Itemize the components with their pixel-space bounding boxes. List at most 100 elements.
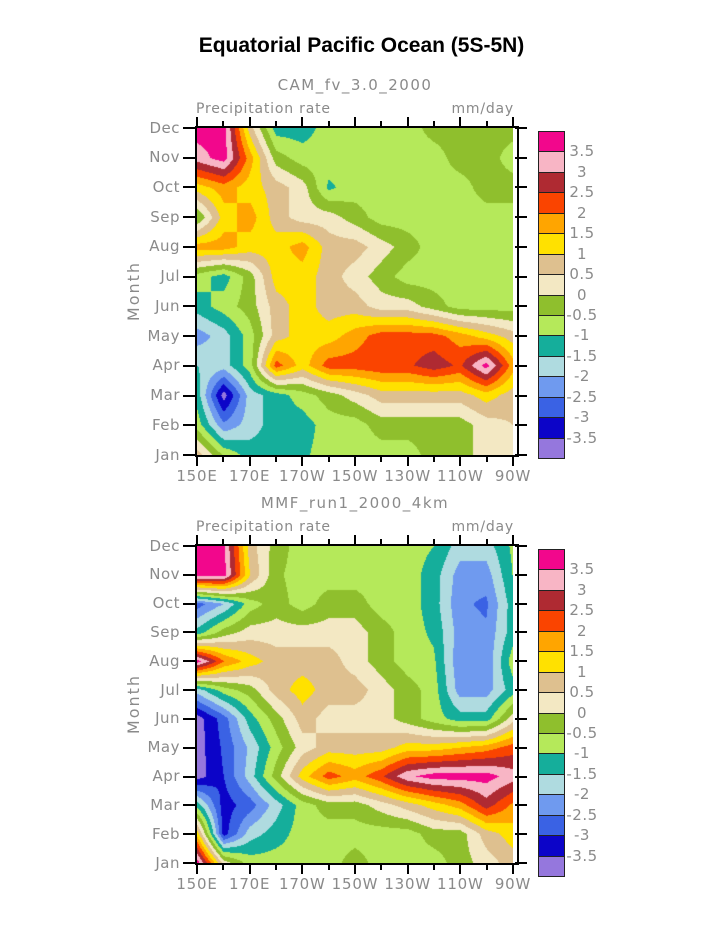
x-tick-label: 130W <box>384 875 431 893</box>
month-tick-label: Nov <box>149 148 180 167</box>
x-minor-tick <box>327 865 330 870</box>
plot-subtitle-cam: CAM_fv_3.0_2000 <box>277 76 433 94</box>
x-tick-label: 170E <box>229 467 271 485</box>
month-tick-right <box>515 862 527 864</box>
month-tick-right <box>515 689 527 692</box>
month-tick-right <box>515 186 527 189</box>
month-tick-right <box>515 660 527 663</box>
month-tick-label: May <box>147 326 180 345</box>
x-tick-top <box>354 117 356 126</box>
x-minor-tick-top <box>380 121 383 126</box>
units-label: mm/day <box>451 101 514 117</box>
x-tick <box>459 865 462 874</box>
month-tick <box>183 454 195 456</box>
month-tick-right <box>515 156 527 159</box>
colorbar-tick-label: 3.5 <box>569 560 595 579</box>
x-minor-tick-top <box>433 121 435 126</box>
x-tick-label: 150W <box>331 467 379 485</box>
x-minor-tick <box>433 457 435 462</box>
month-tick-label: Nov <box>149 565 180 584</box>
x-minor-tick-top <box>222 121 225 126</box>
plot-header-cam: Precipitation rate mm/day <box>196 101 514 117</box>
x-tick-top <box>354 535 356 544</box>
x-tick <box>406 865 409 874</box>
x-tick <box>301 457 304 466</box>
figure-title: Equatorial Pacific Ocean (5S-5N) <box>198 34 525 57</box>
month-tick-label: Sep <box>150 622 180 641</box>
month-tick <box>183 186 195 189</box>
colorbar-tick-label: -2.5 <box>566 805 598 824</box>
x-tick-top <box>248 117 251 126</box>
month-tick-right <box>515 216 527 219</box>
colorbar-tick-label: 0.5 <box>569 265 595 284</box>
colorbar-tick-label: -1.5 <box>566 764 598 783</box>
x-tick-label: 110W <box>436 875 484 893</box>
colorbar-tick-label: 1 <box>576 662 588 681</box>
colorbar-swatch <box>538 437 565 459</box>
month-tick-right <box>515 364 527 367</box>
x-minor-tick-top <box>327 539 330 544</box>
month-tick-label: Oct <box>152 177 180 196</box>
x-tick-label: 110W <box>436 467 484 485</box>
month-tick-label: Oct <box>152 594 180 613</box>
colorbar-tick-label: -3 <box>574 408 590 427</box>
month-tick <box>183 660 195 663</box>
colorbar-tick-label: -3.5 <box>566 846 598 865</box>
month-tick-label: Jan <box>155 445 180 464</box>
colorbar-tick-label: 0 <box>576 703 588 722</box>
colorbar-tick-label: 3 <box>576 162 588 181</box>
x-minor-tick <box>485 865 488 870</box>
x-minor-tick-top <box>275 121 277 126</box>
month-tick-label: Aug <box>149 651 180 670</box>
colorbar-tick-label: -1.5 <box>566 346 598 365</box>
x-minor-tick-top <box>485 539 488 544</box>
plot-canvas-mmf <box>197 546 513 863</box>
x-tick <box>354 457 356 466</box>
month-tick <box>183 717 195 720</box>
month-tick <box>183 127 195 129</box>
month-tick <box>183 573 195 576</box>
month-tick <box>183 156 195 159</box>
x-tick-top <box>406 117 409 126</box>
x-minor-tick <box>327 457 330 462</box>
x-tick <box>248 865 251 874</box>
month-tick-right <box>515 631 527 634</box>
month-tick-label: Feb <box>151 415 180 434</box>
x-tick <box>248 457 251 466</box>
x-tick <box>512 457 514 466</box>
precipitation-rate-label: Precipitation rate <box>196 519 331 535</box>
month-tick-label: Jul <box>160 267 180 286</box>
colorbar-swatch <box>538 855 565 877</box>
month-tick-label: Aug <box>149 237 180 256</box>
month-tick <box>183 602 195 605</box>
x-minor-tick <box>380 865 383 870</box>
x-minor-tick-top <box>327 121 330 126</box>
x-minor-tick-top <box>433 539 435 544</box>
x-minor-tick-top <box>222 539 225 544</box>
month-tick-label: Apr <box>152 767 180 786</box>
month-tick <box>183 216 195 219</box>
x-tick-label: 150E <box>176 467 218 485</box>
plot-canvas-cam <box>197 128 513 455</box>
month-tick-right <box>515 335 527 338</box>
x-tick-label: 150E <box>176 875 218 893</box>
colorbar-tick-label: 1.5 <box>569 224 595 243</box>
month-tick-right <box>515 127 527 129</box>
month-tick-label: Jul <box>160 680 180 699</box>
colorbar-tick-label: 0 <box>576 285 588 304</box>
x-tick-top <box>196 117 198 126</box>
month-tick <box>183 746 195 749</box>
x-tick-label: 170W <box>278 875 326 893</box>
month-tick-right <box>515 717 527 720</box>
month-tick-label: Jun <box>155 709 180 728</box>
colorbar-tick-label: 2 <box>576 203 588 222</box>
month-tick-label: Dec <box>149 118 180 137</box>
x-tick-label: 130W <box>384 467 431 485</box>
month-tick <box>183 631 195 634</box>
precipitation-rate-label: Precipitation rate <box>196 101 331 117</box>
colorbar-tick-label: 2 <box>576 621 588 640</box>
x-tick <box>406 457 409 466</box>
x-tick-label: 170E <box>229 875 271 893</box>
x-tick-top <box>459 117 462 126</box>
x-tick-top <box>196 535 198 544</box>
